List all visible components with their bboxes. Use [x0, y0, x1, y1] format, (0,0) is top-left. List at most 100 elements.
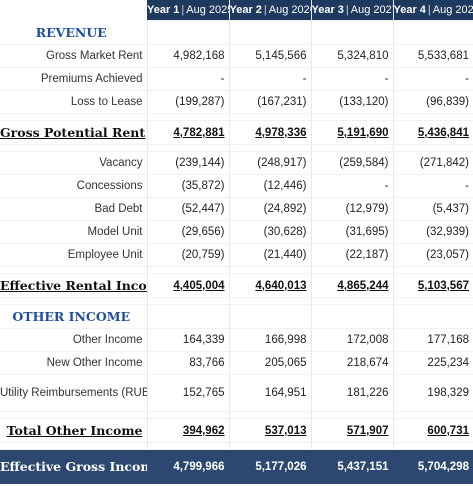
year-header[interactable]: Year 2|Aug 2026 — [229, 0, 312, 21]
cell-value[interactable]: (20,759) — [147, 243, 230, 267]
cell-value[interactable]: (239,144) — [147, 151, 230, 175]
cell-value[interactable]: (30,628) — [229, 220, 312, 244]
total-row[interactable]: Gross Potential Rent 4,782,881 4,978,336… — [0, 120, 473, 145]
table-row[interactable]: Premiums Achieved - - - - — [0, 67, 473, 91]
row-label: Gross Potential Rent — [0, 120, 148, 145]
cell-value[interactable]: 225,234 — [393, 351, 473, 375]
section-row: REVENUE — [0, 20, 473, 45]
cell-value[interactable]: 152,765 — [147, 374, 230, 412]
row-label: Bad Debt — [0, 197, 148, 221]
table-row[interactable]: New Other Income 83,766 205,065 218,674 … — [0, 351, 473, 375]
cell-value[interactable]: (22,187) — [311, 243, 394, 267]
table-row[interactable]: Bad Debt (52,447) (24,892) (12,979) (5,4… — [0, 197, 473, 221]
cell-value[interactable]: (167,231) — [229, 90, 312, 114]
cell-value[interactable]: 218,674 — [311, 351, 394, 375]
cell-value[interactable]: 4,978,336 — [229, 120, 312, 145]
cell-value[interactable]: - — [311, 67, 394, 91]
cell-value[interactable]: 600,731 — [393, 418, 473, 443]
cell-value[interactable]: 205,065 — [229, 351, 312, 375]
year-label: Year 1 — [147, 4, 180, 16]
cell-value[interactable]: 571,907 — [311, 418, 394, 443]
cell-value[interactable]: - — [229, 67, 312, 91]
cell-value[interactable]: (199,287) — [147, 90, 230, 114]
year-header[interactable]: Year 1 | Aug 2025 — [147, 0, 230, 21]
cell-value[interactable]: 4,799,966 — [147, 449, 230, 484]
cell-value[interactable]: 5,191,690 — [311, 120, 394, 145]
cell-value[interactable]: 164,951 — [229, 374, 312, 412]
cell-value[interactable]: (52,447) — [147, 197, 230, 221]
cell-value[interactable]: (32,939) — [393, 220, 473, 244]
cell-value[interactable]: (271,842) — [393, 151, 473, 175]
cell-value[interactable]: 394,962 — [147, 418, 230, 443]
cell-value[interactable]: 198,329 — [393, 374, 473, 412]
table-row[interactable]: Employee Unit (20,759) (21,440) (22,187)… — [0, 243, 473, 267]
year-header[interactable]: Year 3|Aug 2027 — [311, 0, 394, 21]
cell-value[interactable]: 177,168 — [393, 328, 473, 352]
table-row[interactable]: Loss to Lease (199,287) (167,231) (133,1… — [0, 90, 473, 114]
cell-value[interactable]: (21,440) — [229, 243, 312, 267]
cell-value[interactable]: - — [147, 67, 230, 91]
cell-value[interactable]: 5,437,151 — [311, 449, 394, 484]
year-date: Aug 2028 — [432, 4, 473, 16]
cell-value[interactable]: 83,766 — [147, 351, 230, 375]
cell-value[interactable]: 5,177,026 — [229, 449, 312, 484]
cell-value[interactable]: (12,979) — [311, 197, 394, 221]
row-label: Effective Rental Income — [0, 273, 148, 298]
cell-value[interactable]: 5,704,298 — [393, 449, 473, 484]
cell-value[interactable]: (31,695) — [311, 220, 394, 244]
section-title-revenue: REVENUE — [0, 20, 148, 45]
cell-value[interactable]: (133,120) — [311, 90, 394, 114]
cell-value[interactable]: 4,865,244 — [311, 273, 394, 298]
cell-value[interactable]: 4,405,004 — [147, 273, 230, 298]
cell-value[interactable]: 164,339 — [147, 328, 230, 352]
cell-value[interactable]: (259,584) — [311, 151, 394, 175]
spacer-row — [0, 266, 473, 274]
cell-value[interactable]: (29,656) — [147, 220, 230, 244]
cell-value[interactable]: 4,982,168 — [147, 44, 230, 68]
section-title-other-income: OTHER INCOME — [0, 304, 148, 329]
cell-value[interactable]: (23,057) — [393, 243, 473, 267]
spacer-row — [0, 113, 473, 121]
cell-value[interactable]: 5,324,810 — [311, 44, 394, 68]
cell-value[interactable]: 537,013 — [229, 418, 312, 443]
table-row[interactable]: Gross Market Rent 4,982,168 5,145,566 5,… — [0, 44, 473, 68]
cell-value[interactable]: 4,782,881 — [147, 120, 230, 145]
cell-value[interactable]: 181,226 — [311, 374, 394, 412]
table-row[interactable]: Other Income 164,339 166,998 172,008 177… — [0, 328, 473, 352]
cell-value[interactable]: 172,008 — [311, 328, 394, 352]
cell-value[interactable]: 5,103,567 — [393, 273, 473, 298]
row-label: Gross Market Rent — [0, 44, 148, 68]
cell-value[interactable]: (24,892) — [229, 197, 312, 221]
final-total-row[interactable]: Effective Gross Income 4,799,966 5,177,0… — [0, 449, 473, 484]
row-label: Total Other Income — [0, 418, 148, 443]
spacer-row — [0, 411, 473, 419]
cell-value[interactable]: (35,872) — [147, 174, 230, 198]
table-row[interactable]: Concessions (35,872) (12,446) - - — [0, 174, 473, 198]
cell-value[interactable]: (96,839) — [393, 90, 473, 114]
cell-value[interactable]: - — [393, 174, 473, 198]
cell-value[interactable]: 4,640,013 — [229, 273, 312, 298]
spacer-row — [0, 442, 473, 450]
cell-value[interactable]: 166,998 — [229, 328, 312, 352]
cell-value[interactable]: 5,145,566 — [229, 44, 312, 68]
row-label: Premiums Achieved — [0, 67, 148, 91]
table-row[interactable]: Model Unit (29,656) (30,628) (31,695) (3… — [0, 220, 473, 244]
year-label: Year 4 — [393, 4, 426, 16]
cell-value[interactable]: - — [393, 67, 473, 91]
row-label: New Other Income — [0, 351, 148, 375]
year-header[interactable]: Year 4|Aug 2028 — [393, 0, 473, 21]
cell-value[interactable]: 5,436,841 — [393, 120, 473, 145]
cell-value[interactable]: - — [311, 174, 394, 198]
year-label: Year 3 — [311, 4, 344, 16]
row-label: Employee Unit — [0, 243, 148, 267]
table-row[interactable]: Vacancy (239,144) (248,917) (259,584) (2… — [0, 151, 473, 175]
total-row[interactable]: Total Other Income 394,962 537,013 571,9… — [0, 418, 473, 443]
cell-value[interactable]: (12,446) — [229, 174, 312, 198]
row-label: Loss to Lease — [0, 90, 148, 114]
cell-value[interactable]: 5,533,681 — [393, 44, 473, 68]
total-row[interactable]: Effective Rental Income 4,405,004 4,640,… — [0, 273, 473, 298]
cell-value[interactable]: (248,917) — [229, 151, 312, 175]
cell-value[interactable]: (5,437) — [393, 197, 473, 221]
table-row[interactable]: Utility Reimbursements (RUBS) 152,765 16… — [0, 374, 473, 412]
